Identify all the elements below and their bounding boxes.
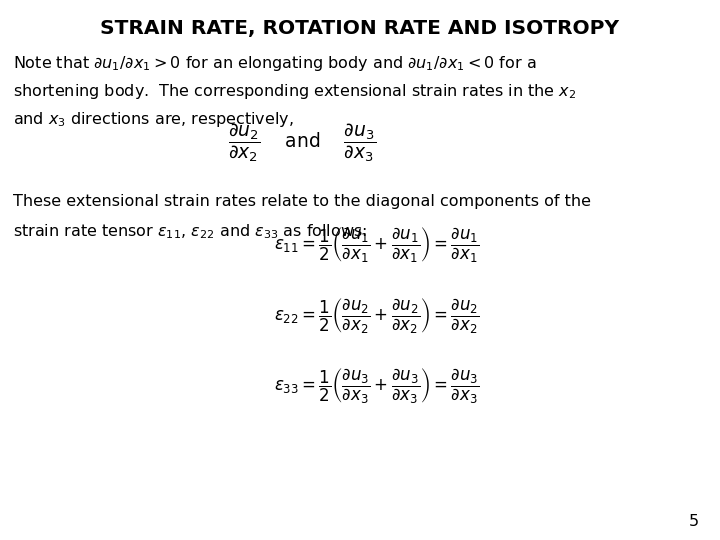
Text: Note that $\partial u_1/\partial x_1 > 0$ for an elongating body and $\partial u: Note that $\partial u_1/\partial x_1 > 0… [13, 54, 536, 73]
Text: $\dfrac{\partial u_2}{\partial x_2}$    and    $\dfrac{\partial u_3}{\partial x_: $\dfrac{\partial u_2}{\partial x_2}$ and… [228, 122, 377, 164]
Text: STRAIN RATE, ROTATION RATE AND ISOTROPY: STRAIN RATE, ROTATION RATE AND ISOTROPY [101, 19, 619, 38]
Text: strain rate tensor $\varepsilon_{11}$, $\varepsilon_{22}$ and $\varepsilon_{33}$: strain rate tensor $\varepsilon_{11}$, $… [13, 222, 367, 241]
Text: and $x_3$ directions are, respectively,: and $x_3$ directions are, respectively, [13, 110, 294, 129]
Text: $\varepsilon_{33} = \dfrac{1}{2}\left(\dfrac{\partial u_3}{\partial x_3}+\dfrac{: $\varepsilon_{33} = \dfrac{1}{2}\left(\d… [274, 367, 480, 406]
Text: $\varepsilon_{22} = \dfrac{1}{2}\left(\dfrac{\partial u_2}{\partial x_2}+\dfrac{: $\varepsilon_{22} = \dfrac{1}{2}\left(\d… [274, 296, 480, 335]
Text: These extensional strain rates relate to the diagonal components of the: These extensional strain rates relate to… [13, 194, 591, 210]
Text: shortening body.  The corresponding extensional strain rates in the $x_2$: shortening body. The corresponding exten… [13, 82, 576, 101]
Text: $\varepsilon_{11} = \dfrac{1}{2}\left(\dfrac{\partial u_1}{\partial x_1}+\dfrac{: $\varepsilon_{11} = \dfrac{1}{2}\left(\d… [274, 226, 480, 265]
Text: 5: 5 [688, 514, 698, 529]
